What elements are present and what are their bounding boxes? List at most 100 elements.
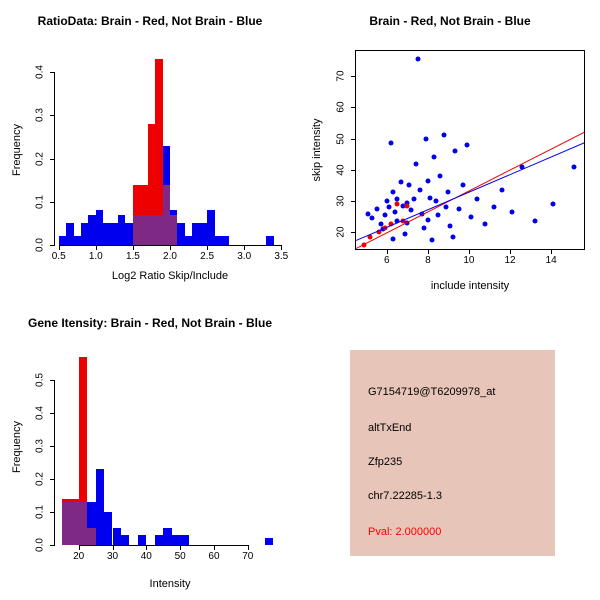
bars-layer <box>55 350 285 545</box>
point-blue <box>443 204 449 210</box>
point-blue <box>388 140 394 146</box>
point-blue <box>404 200 410 206</box>
hist-bar-blue <box>162 145 170 185</box>
point-blue <box>460 182 466 188</box>
y-tick <box>351 138 356 140</box>
point-blue <box>411 196 416 202</box>
hist-bar-blue <box>80 223 89 245</box>
point-red <box>400 218 406 224</box>
ratio-histogram-xlabel: Log2 Ratio Skip/Include <box>111 270 229 282</box>
x-tick <box>551 249 553 254</box>
gene-histogram-ylabel: Frequency <box>11 421 23 473</box>
y-tick-label: 60 <box>335 101 347 113</box>
location-text: chr7.22285-1.3 <box>368 490 442 502</box>
point-red <box>376 229 382 235</box>
x-tick-label: 0.5 <box>51 251 66 262</box>
point-blue <box>474 196 480 202</box>
point-blue <box>435 212 441 218</box>
ratio-histogram-ylabel: Frequency <box>11 124 23 176</box>
hist-bar-blue <box>163 528 172 545</box>
hist-bar-blue <box>58 236 67 245</box>
x-tick-label: 6 <box>384 255 390 266</box>
x-tick <box>468 249 470 254</box>
point-red <box>367 234 373 240</box>
hist-bar-overlap <box>170 214 178 245</box>
point-blue <box>394 196 400 202</box>
hist-bar-blue <box>177 223 185 245</box>
hist-bar-blue <box>171 535 181 545</box>
x-tick <box>244 245 246 250</box>
hist-bar-blue <box>207 210 215 245</box>
hist-bar-blue <box>180 535 189 545</box>
y-tick-label: 0.2 <box>34 151 46 166</box>
panel-ratio-histogram: RatioData: Brain - Red, Not Brain - Blue… <box>0 0 300 300</box>
y-tick <box>50 158 55 160</box>
point-blue <box>378 221 384 227</box>
hist-bar-red <box>78 356 88 503</box>
y-tick-label: 0.1 <box>34 504 46 519</box>
y-tick <box>50 115 55 117</box>
panel-gene-info: G7154719@T6209978_at altTxEnd Zfp235 chr… <box>300 300 600 600</box>
y-tick-label: 0.0 <box>34 538 46 552</box>
x-tick <box>180 545 182 550</box>
y-tick <box>50 478 55 480</box>
x-tick-label: 2.5 <box>200 251 215 262</box>
point-blue <box>433 198 439 204</box>
y-tick <box>50 545 55 546</box>
scatter-xlabel: include intensity <box>430 280 510 292</box>
hist-bar-blue <box>170 210 178 215</box>
x-tick <box>247 545 249 550</box>
point-blue <box>491 204 497 210</box>
hist-bar-blue <box>87 502 96 529</box>
x-tick <box>78 545 80 550</box>
y-tick <box>50 201 55 203</box>
hist-bar-overlap <box>140 214 148 245</box>
y-tick <box>351 232 356 234</box>
hist-bar-blue <box>266 236 274 245</box>
point-blue <box>386 204 392 210</box>
point-blue <box>429 237 435 243</box>
hist-bar-red <box>140 184 148 215</box>
ratio-histogram-title: RatioData: Brain - Red, Not Brain - Blue <box>37 14 263 28</box>
hist-bar-blue <box>88 214 96 245</box>
scatter-title: Brain - Red, Not Brain - Blue <box>369 14 531 28</box>
scatter-plot-area: 6 8 10 12 14 20 30 40 50 60 70 <box>336 50 585 266</box>
x-tick <box>207 245 209 250</box>
hist-bar-overlap <box>78 502 88 545</box>
point-blue <box>390 189 396 195</box>
x-tick-label: 2.0 <box>163 251 177 262</box>
probe-id-text: G7154719@T6209978_at <box>368 386 496 398</box>
y-tick-label: 0.1 <box>34 194 46 209</box>
gene-info-box: G7154719@T6209978_at altTxEnd Zfp235 chr… <box>350 350 555 556</box>
x-tick <box>281 245 283 250</box>
x-tick <box>112 545 114 550</box>
hist-bar-blue <box>214 236 222 245</box>
x-tick-label: 30 <box>106 551 119 562</box>
hist-bar-overlap <box>87 528 96 545</box>
hist-bar-overlap <box>147 214 156 245</box>
point-blue <box>398 179 404 185</box>
gene-histogram-title: Gene Itensity: Brain - Red, Not Brain - … <box>27 316 273 330</box>
x-tick-label: 1.0 <box>88 251 103 262</box>
x-tick <box>170 245 171 250</box>
y-tick <box>351 76 356 77</box>
point-blue <box>374 206 380 212</box>
y-tick <box>50 379 55 381</box>
point-red <box>404 203 410 209</box>
hist-bar-overlap <box>70 502 79 545</box>
point-blue <box>452 148 458 154</box>
points-layer <box>356 51 584 249</box>
hist-bar-blue <box>110 223 119 245</box>
point-blue <box>365 211 371 216</box>
point-blue <box>427 195 433 201</box>
x-tick <box>132 245 134 250</box>
hist-bar-blue <box>66 223 74 245</box>
point-blue <box>413 161 419 166</box>
point-blue <box>415 56 421 62</box>
y-tick-label: 0.3 <box>34 438 46 453</box>
hist-bar-blue <box>104 511 113 545</box>
point-blue <box>406 182 412 188</box>
x-tick <box>427 249 429 254</box>
y-tick-label: 0.2 <box>34 471 46 486</box>
